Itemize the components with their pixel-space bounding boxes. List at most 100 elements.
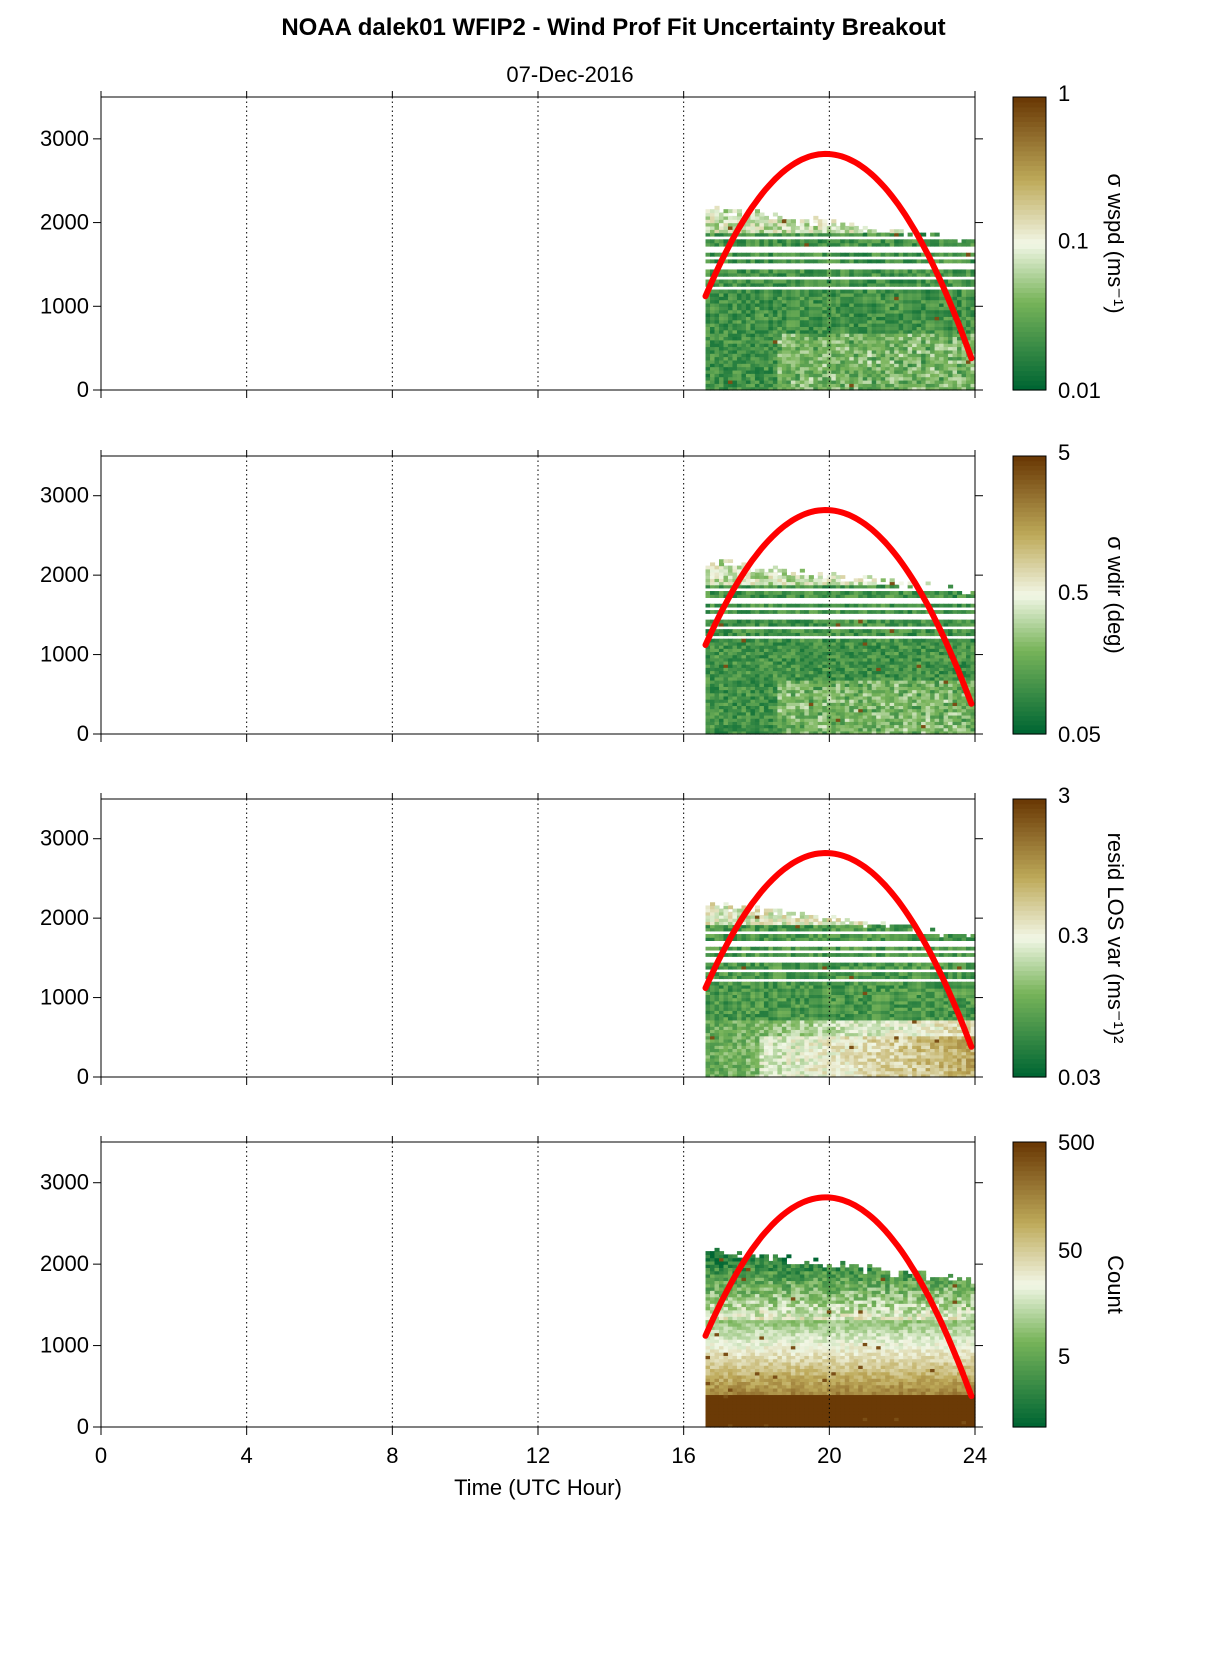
heatmap-cell (916, 373, 922, 378)
heatmap-cell (718, 651, 725, 656)
heatmap-cell (943, 369, 949, 374)
heatmap-cell (885, 379, 891, 384)
heatmap-cell (849, 699, 855, 703)
heatmap-cell (894, 359, 900, 364)
heatmap-cell (804, 629, 810, 633)
heatmap-cell (741, 622, 747, 627)
heatmap-cell (759, 299, 765, 304)
heatmap-cell (781, 222, 787, 227)
heatmap-cell (921, 302, 927, 307)
heatmap-cell (930, 232, 936, 237)
heatmap-cell (822, 730, 828, 735)
heatmap-cell (921, 622, 927, 627)
heatmap-cell (745, 730, 752, 735)
heatmap-cell (817, 660, 823, 665)
heatmap-cell (885, 363, 891, 368)
heatmap-cell (894, 296, 900, 301)
heatmap-cell (813, 660, 819, 665)
heatmap-cell (835, 379, 841, 384)
heatmap-cell (741, 721, 747, 726)
heatmap-cell (916, 363, 922, 368)
heatmap-cell (885, 664, 891, 668)
heatmap-cell (723, 306, 729, 311)
heatmap-cell (871, 702, 877, 707)
heatmap-cell (795, 379, 801, 384)
heatmap-cell (921, 252, 927, 257)
heatmap-cell (894, 673, 900, 678)
heatmap-cell (970, 326, 976, 331)
heatmap-cell (835, 679, 841, 684)
heatmap-cell (943, 660, 949, 665)
heatmap-cell (948, 259, 954, 264)
heatmap-cell (957, 292, 963, 297)
heatmap-cell (741, 619, 747, 624)
heatmap-cell (741, 289, 747, 294)
heatmap-cell (970, 683, 976, 687)
heatmap-cell (871, 724, 877, 729)
heatmap-cell (952, 353, 958, 358)
heatmap-cell (844, 702, 850, 707)
heatmap-cell (916, 718, 922, 722)
heatmap-cell (876, 316, 882, 321)
heatmap-cell (948, 679, 954, 684)
heatmap-cell (934, 705, 940, 710)
heatmap-cell (786, 664, 792, 668)
heatmap-cell (952, 343, 958, 348)
heatmap-cell (849, 269, 855, 274)
heatmap-cell (741, 714, 747, 719)
heatmap-cell (705, 356, 711, 361)
heatmap-cell (741, 651, 747, 656)
heatmap-cell (804, 654, 810, 659)
heatmap-cell (790, 660, 796, 665)
heatmap-cell (705, 721, 711, 726)
heatmap-cell (871, 336, 877, 341)
heatmap-cell (817, 683, 823, 687)
heatmap-cell (862, 383, 868, 388)
heatmap-cell (844, 242, 850, 247)
heatmap-cell (907, 584, 913, 589)
heatmap-cell (754, 673, 761, 678)
heatmap-cell (903, 645, 909, 649)
heatmap-cell (966, 323, 972, 327)
heatmap-cell (961, 319, 967, 324)
heatmap-cell (759, 705, 765, 710)
heatmap-cell (921, 676, 927, 681)
heatmap-cell (889, 584, 895, 589)
heatmap-cell (710, 296, 716, 301)
heatmap-cell (705, 689, 711, 694)
heatmap-cell (808, 299, 814, 304)
heatmap-cell (970, 319, 976, 324)
heatmap-cell (907, 645, 913, 649)
heatmap-cell (745, 379, 752, 384)
heatmap-cell (781, 654, 787, 659)
heatmap-cell (804, 292, 810, 297)
heatmap-cell (871, 641, 877, 646)
heatmap-cell (939, 272, 945, 277)
heatmap-cell (705, 323, 711, 327)
heatmap-cell (849, 629, 855, 633)
heatmap-cell (862, 695, 868, 700)
heatmap-cell (813, 366, 819, 371)
heatmap-cell (898, 660, 904, 665)
heatmap-cell (754, 232, 761, 237)
heatmap-cell (943, 309, 949, 314)
heatmap-cell (898, 695, 904, 700)
heatmap-cell (939, 242, 945, 247)
heatmap-cell (777, 329, 783, 334)
heatmap-cell (723, 282, 729, 287)
heatmap-cell (813, 232, 819, 237)
heatmap-cell (718, 386, 725, 391)
heatmap-cell (840, 386, 846, 391)
heatmap-cell (930, 654, 936, 659)
heatmap-cell (768, 333, 774, 338)
heatmap-cell (817, 730, 823, 735)
heatmap-cell (723, 705, 729, 710)
heatmap-cell (952, 686, 958, 691)
heatmap-cell (952, 610, 958, 614)
heatmap-cell (736, 632, 743, 637)
heatmap-cell (714, 339, 720, 344)
heatmap-cell (759, 369, 765, 374)
heatmap-cell (768, 219, 774, 224)
heatmap-cell (849, 356, 855, 361)
heatmap-cell (768, 329, 774, 334)
